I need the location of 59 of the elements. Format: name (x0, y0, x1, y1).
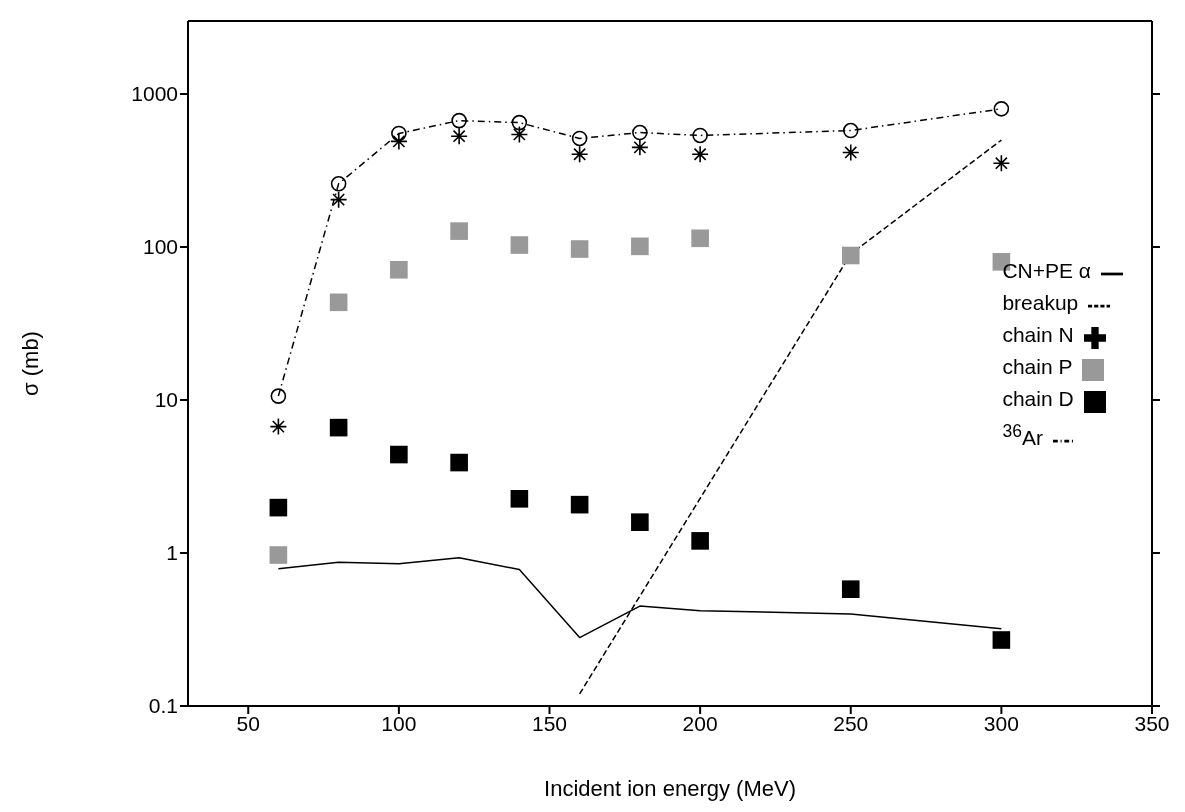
x-tick-label: 250 (833, 711, 869, 735)
point (390, 445, 408, 464)
point (571, 130, 588, 147)
y-tick-label: 1 (166, 541, 178, 565)
point (450, 453, 468, 472)
point (841, 246, 860, 265)
point (269, 417, 288, 436)
point (511, 114, 528, 131)
legend-label: chain D (1002, 387, 1074, 410)
point (992, 631, 1011, 649)
point (330, 175, 347, 192)
x-tick-label: 200 (682, 711, 718, 735)
point (329, 418, 348, 437)
point (841, 143, 860, 162)
point (632, 124, 648, 141)
point (450, 222, 468, 240)
y-axis-title: σ (mb) (17, 331, 43, 396)
point (631, 513, 649, 531)
point (691, 532, 709, 550)
point (391, 125, 407, 142)
point (329, 190, 348, 209)
point (510, 125, 529, 144)
x-tick-label: 350 (1134, 711, 1170, 735)
point (390, 132, 408, 151)
point (451, 112, 467, 129)
point (570, 495, 589, 514)
legend-label: chain N (1002, 323, 1074, 346)
y-tick-label: 0.1 (148, 694, 178, 718)
point (631, 237, 649, 256)
point (993, 101, 1010, 117)
x-tick-label: 100 (381, 711, 417, 735)
point (691, 229, 709, 248)
point (691, 145, 709, 164)
point (329, 293, 348, 312)
x-axis-title: Incident ion energy (MeV) (544, 776, 796, 801)
legend-label: chain P (1002, 355, 1073, 378)
point (390, 260, 408, 279)
y-tick-label: 1000 (131, 82, 178, 106)
x-tick-label: 150 (531, 711, 568, 735)
point (510, 236, 529, 254)
legend-label: breakup (1002, 291, 1079, 314)
point (841, 580, 860, 598)
point (269, 546, 288, 564)
point (631, 138, 649, 157)
y-tick-label: 100 (142, 235, 178, 259)
legend-label: $^{36}$Ar (1002, 421, 1043, 449)
point (570, 145, 589, 164)
x-tick-label: 300 (983, 711, 1019, 735)
point (992, 154, 1011, 172)
point (270, 388, 287, 404)
x-tick-label: 50 (236, 711, 260, 735)
point (450, 127, 468, 145)
point (692, 127, 708, 144)
legend-label: CN+PE α (1002, 259, 1091, 282)
point (570, 240, 589, 258)
y-tick-label: 10 (154, 388, 178, 412)
point (842, 122, 859, 139)
point (269, 498, 288, 517)
point (510, 490, 529, 508)
